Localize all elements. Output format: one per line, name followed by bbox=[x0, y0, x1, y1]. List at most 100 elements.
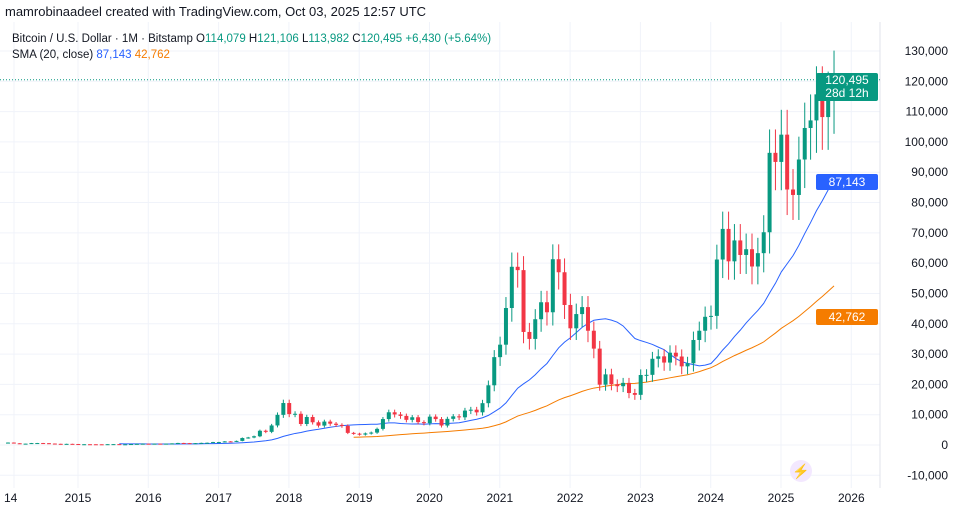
high-value: 121,106 bbox=[257, 33, 299, 45]
x-tick-label: 2026 bbox=[838, 491, 865, 505]
candle-body bbox=[99, 444, 104, 446]
candle-body bbox=[252, 436, 257, 438]
candle-body bbox=[539, 302, 544, 320]
y-tick-label: 0 bbox=[941, 438, 948, 452]
candle-body bbox=[181, 442, 186, 444]
candle-body bbox=[187, 443, 192, 445]
symbol-title[interactable]: Bitcoin / U.S. Dollar · 1M · Bitstamp bbox=[12, 33, 193, 45]
candle-body bbox=[140, 443, 145, 445]
candle-body bbox=[334, 423, 339, 425]
candle-body bbox=[421, 422, 426, 424]
candle-body bbox=[720, 228, 725, 260]
candle-body bbox=[41, 443, 46, 445]
candle-body bbox=[123, 444, 128, 446]
candle-body bbox=[796, 159, 801, 195]
candle-body bbox=[93, 444, 98, 446]
candle-body bbox=[603, 374, 608, 385]
candle-body bbox=[492, 357, 497, 386]
candle-body bbox=[339, 424, 344, 426]
y-tick-label: 80,000 bbox=[911, 196, 948, 210]
candle-body bbox=[462, 410, 467, 418]
candle-body bbox=[656, 356, 661, 359]
candle-body bbox=[281, 403, 286, 415]
candle-body bbox=[615, 384, 620, 387]
candle-body bbox=[714, 259, 719, 316]
candle-body bbox=[515, 266, 520, 271]
candle-body bbox=[23, 443, 28, 445]
x-tick-label: 2022 bbox=[557, 491, 584, 505]
sma1-line bbox=[119, 180, 835, 445]
bar-countdown: 28d 12h bbox=[825, 86, 869, 100]
open-value: 114,079 bbox=[205, 33, 246, 45]
y-tick-label: 110,000 bbox=[906, 105, 949, 119]
candle-body bbox=[380, 419, 385, 429]
candle-body bbox=[175, 442, 180, 444]
x-tick-label: 2019 bbox=[346, 491, 373, 505]
x-tick-label: 2018 bbox=[276, 491, 303, 505]
candle-body bbox=[673, 352, 678, 357]
candle-body bbox=[550, 259, 555, 313]
y-tick-label: 20,000 bbox=[911, 377, 948, 391]
candle-body bbox=[562, 272, 567, 305]
candle-body bbox=[351, 432, 356, 434]
candle-body bbox=[667, 352, 672, 363]
candle-body bbox=[211, 442, 216, 444]
candle-body bbox=[216, 442, 221, 444]
candle-body bbox=[568, 304, 573, 329]
y-tick-label: 70,000 bbox=[911, 226, 948, 240]
sma2-value: 42,762 bbox=[134, 49, 170, 61]
lightning-icon[interactable]: ⚡ bbox=[790, 460, 812, 482]
change-value: +6,430 (+5.64%) bbox=[405, 33, 492, 45]
candle-body bbox=[17, 443, 22, 445]
candle-body bbox=[521, 270, 526, 332]
candle-body bbox=[773, 152, 778, 162]
sma2-tag: 42,762 bbox=[816, 309, 878, 325]
candle-body bbox=[269, 425, 274, 432]
candle-body bbox=[474, 409, 479, 413]
candle-body bbox=[691, 339, 696, 364]
y-tick-label: 60,000 bbox=[911, 256, 948, 270]
x-tick-label: 14 bbox=[4, 491, 18, 505]
y-tick-label: 120,000 bbox=[905, 74, 949, 88]
candle-body bbox=[404, 415, 409, 420]
candle-body bbox=[468, 409, 473, 411]
x-tick-label: 2015 bbox=[65, 491, 92, 505]
candle-body bbox=[170, 443, 175, 445]
candle-body bbox=[64, 443, 69, 445]
candle-body bbox=[480, 403, 485, 413]
candle-body bbox=[246, 437, 251, 439]
candle-body bbox=[158, 443, 163, 445]
price-chart[interactable]: 130,000 120,000 110,000 100,000 90,000 80,000… bbox=[0, 22, 957, 515]
y-tick-label: 50,000 bbox=[911, 286, 948, 300]
sma2-line bbox=[353, 285, 835, 438]
candle-body bbox=[47, 443, 52, 445]
candle-body bbox=[679, 356, 684, 367]
candle-body bbox=[398, 414, 403, 416]
candle-body bbox=[597, 348, 602, 385]
candle-body bbox=[785, 134, 790, 190]
candle-body bbox=[416, 417, 421, 423]
candle-body bbox=[767, 152, 772, 233]
candle-body bbox=[105, 444, 110, 446]
x-tick-label: 2025 bbox=[768, 491, 795, 505]
x-tick-label: 2017 bbox=[205, 491, 232, 505]
candle-body bbox=[755, 253, 760, 267]
credit-text: mamrobinaadeel created with TradingView.… bbox=[5, 4, 427, 19]
candle-body bbox=[433, 416, 438, 420]
candle-body bbox=[626, 382, 631, 394]
candle-body bbox=[240, 438, 245, 441]
candle-body bbox=[129, 444, 134, 446]
y-tick-label: 30,000 bbox=[911, 347, 948, 361]
x-tick-label: 2024 bbox=[697, 491, 724, 505]
candle-body bbox=[375, 428, 380, 433]
candle-body bbox=[386, 412, 391, 420]
last-price: 120,495 bbox=[825, 73, 869, 87]
sma-label[interactable]: SMA (20, close) bbox=[12, 49, 94, 61]
candle-body bbox=[70, 443, 75, 445]
candle-body bbox=[732, 240, 737, 262]
candle-body bbox=[498, 344, 503, 358]
candle-body bbox=[146, 443, 151, 445]
candle-body bbox=[591, 330, 596, 349]
candle-body bbox=[632, 393, 637, 395]
candle-body bbox=[369, 432, 374, 434]
